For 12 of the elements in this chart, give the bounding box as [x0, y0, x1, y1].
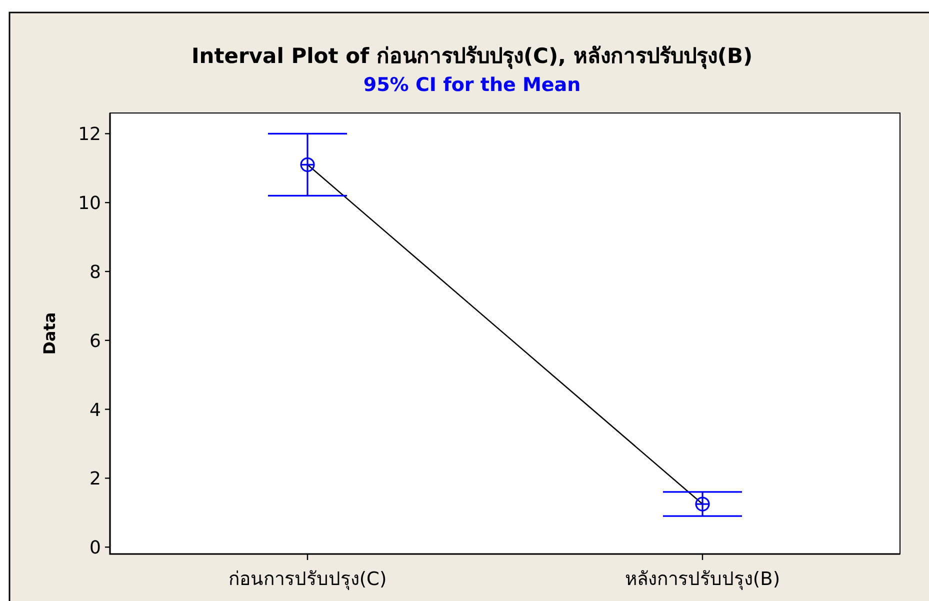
y-tick-label: 6: [90, 330, 101, 352]
y-tick-label: 2: [90, 468, 101, 490]
y-tick-label: 12: [78, 124, 101, 146]
chart-subtitle: 95% CI for the Mean: [363, 74, 581, 96]
y-tick-label: 10: [78, 193, 101, 214]
y-axis-title: Data: [40, 312, 59, 355]
y-tick-label: 4: [90, 400, 101, 421]
y-tick-label: 8: [90, 262, 101, 283]
chart-title: Interval Plot of ก่อนการปรับปรุง(C), หลังการปรับปรุง(B): [191, 44, 753, 70]
x-tick-label: หลังการปรับปรุง(B): [624, 569, 780, 591]
y-tick-label: 0: [90, 538, 101, 559]
x-tick-label: ก่อนการปรับปรุง(C): [228, 569, 387, 591]
